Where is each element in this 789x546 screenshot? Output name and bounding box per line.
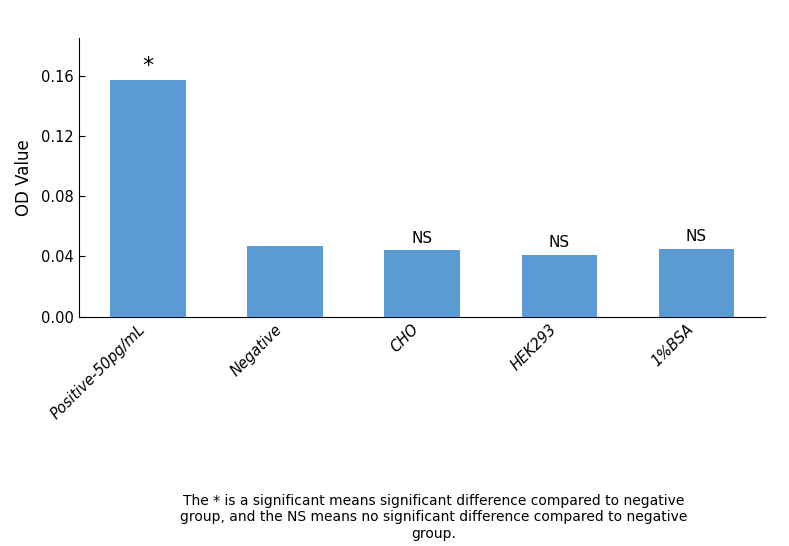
Bar xyxy=(659,249,734,317)
Text: NS: NS xyxy=(412,231,432,246)
Bar xyxy=(522,255,597,317)
Text: *: * xyxy=(142,56,153,76)
Text: The * is a significant means significant difference compared to negative
group, : The * is a significant means significant… xyxy=(180,494,688,541)
Bar xyxy=(247,246,323,317)
Bar xyxy=(384,251,460,317)
Text: NS: NS xyxy=(686,229,707,245)
Y-axis label: OD Value: OD Value xyxy=(15,139,33,216)
Text: NS: NS xyxy=(548,235,570,251)
Bar xyxy=(110,80,185,317)
